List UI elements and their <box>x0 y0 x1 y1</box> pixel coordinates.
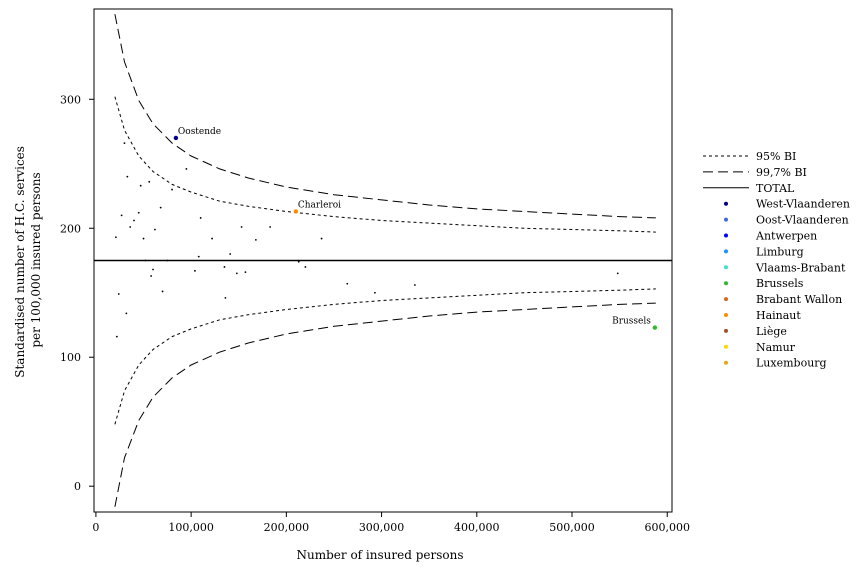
y-tick-label: 200 <box>60 222 81 235</box>
data-point <box>211 237 213 240</box>
legend-label: West-Vlaanderen <box>756 198 850 211</box>
legend-dot-swatch <box>724 328 728 333</box>
highlighted-point <box>293 209 299 214</box>
data-point <box>197 255 200 258</box>
data-point <box>129 226 132 228</box>
x-axis-title: Number of insured persons <box>297 548 464 562</box>
data-point <box>616 272 619 275</box>
legend-label: 95% BI <box>756 150 796 163</box>
data-point <box>171 188 173 191</box>
legend-label: Vlaams-Brabant <box>755 261 846 274</box>
data-point <box>229 253 232 255</box>
legend-label: Brabant Wallon <box>756 293 842 306</box>
data-point <box>320 237 323 240</box>
y-axis-title: Standardised number of H.C. services per… <box>13 142 43 378</box>
x-axis-ticks: 0 100,000 200,000 300,000 400,000 500,000 600,… <box>92 512 690 534</box>
data-point <box>159 206 162 209</box>
data-point <box>123 142 126 145</box>
legend-label: Namur <box>756 341 796 354</box>
x-tick-label: 300,000 <box>359 521 405 534</box>
data-point <box>297 260 300 263</box>
ci95-lower-band-line <box>114 288 656 425</box>
legend-dot-swatch <box>724 360 728 365</box>
data-point <box>194 269 196 272</box>
y-tick-label: 300 <box>60 93 81 106</box>
legend-dot-swatch <box>724 344 728 349</box>
data-point <box>240 226 243 228</box>
data-points <box>115 142 619 338</box>
data-point <box>133 219 135 222</box>
data-point <box>244 271 247 274</box>
data-point <box>142 237 145 240</box>
data-point <box>166 259 169 262</box>
y-tick-label: 0 <box>74 480 81 493</box>
legend-label: Limburg <box>756 245 804 258</box>
x-tick-label: 500,000 <box>549 521 595 534</box>
legend-label: Hainaut <box>756 309 801 322</box>
y-axis-title-line-2: per 100,000 insured persons <box>29 172 43 347</box>
ci997-upper-band-line <box>114 14 656 219</box>
legend-dot-swatch <box>724 265 728 270</box>
data-point <box>117 293 120 295</box>
y-tick-label: 100 <box>60 351 81 364</box>
x-tick-label: 400,000 <box>454 521 500 534</box>
legend-dot-swatch <box>724 249 728 254</box>
data-point <box>115 236 117 239</box>
data-point <box>115 335 118 338</box>
legend-label: Antwerpen <box>755 230 817 243</box>
data-point <box>185 168 188 170</box>
data-point <box>126 175 129 178</box>
legend-dot-swatch <box>724 281 728 286</box>
data-point <box>161 290 164 293</box>
data-point <box>144 259 147 262</box>
data-point <box>137 211 140 214</box>
data-point <box>304 266 307 268</box>
data-point <box>120 214 123 217</box>
data-point <box>199 217 202 219</box>
y-axis-ticks: 0 100 200 300 <box>60 93 94 493</box>
data-point <box>269 226 272 228</box>
x-tick-label: 0 <box>92 521 99 534</box>
legend: 95% BI 99,7% BI TOTAL West-Vlaanderen Oost-V… <box>703 150 850 370</box>
legend-label: 99,7% BI <box>756 166 807 179</box>
point-annotation: Oostende <box>178 127 221 137</box>
highlighted-point <box>173 135 179 141</box>
data-point <box>139 184 142 187</box>
legend-dot-swatch <box>724 201 728 206</box>
data-point <box>224 297 227 299</box>
highlighted-point <box>652 325 658 330</box>
legend-dot-swatch <box>724 217 728 222</box>
highlighted-points: Oostende Charleroi Brussels <box>173 127 658 330</box>
data-point <box>254 238 257 241</box>
data-point <box>125 312 128 315</box>
legend-label: Liège <box>756 325 787 338</box>
y-axis-title-line-1: Standardised number of H.C. services <box>13 146 27 378</box>
ci95-upper-band-line <box>114 96 656 233</box>
x-tick-label: 600,000 <box>644 521 690 534</box>
x-tick-label: 100,000 <box>168 521 214 534</box>
legend-label: Luxembourg <box>756 357 827 370</box>
point-annotation: Charleroi <box>298 200 341 210</box>
data-point <box>150 275 153 277</box>
data-point <box>148 180 151 183</box>
data-point <box>374 291 376 294</box>
confidence-bands <box>114 14 656 507</box>
data-point <box>413 284 416 286</box>
legend-dot-swatch <box>724 233 728 238</box>
data-point <box>235 272 238 275</box>
data-point <box>223 266 226 268</box>
data-point <box>346 282 349 285</box>
x-tick-label: 200,000 <box>264 521 310 534</box>
point-annotation: Brussels <box>612 317 651 327</box>
legend-dot-swatch <box>724 297 728 302</box>
legend-label: Brussels <box>756 277 804 290</box>
data-point <box>152 268 154 271</box>
legend-label: TOTAL <box>756 182 795 195</box>
data-point <box>154 228 156 231</box>
legend-label: Oost-Vlaanderen <box>756 214 849 227</box>
legend-dot-swatch <box>724 313 728 317</box>
ci997-lower-band-line <box>114 302 656 507</box>
